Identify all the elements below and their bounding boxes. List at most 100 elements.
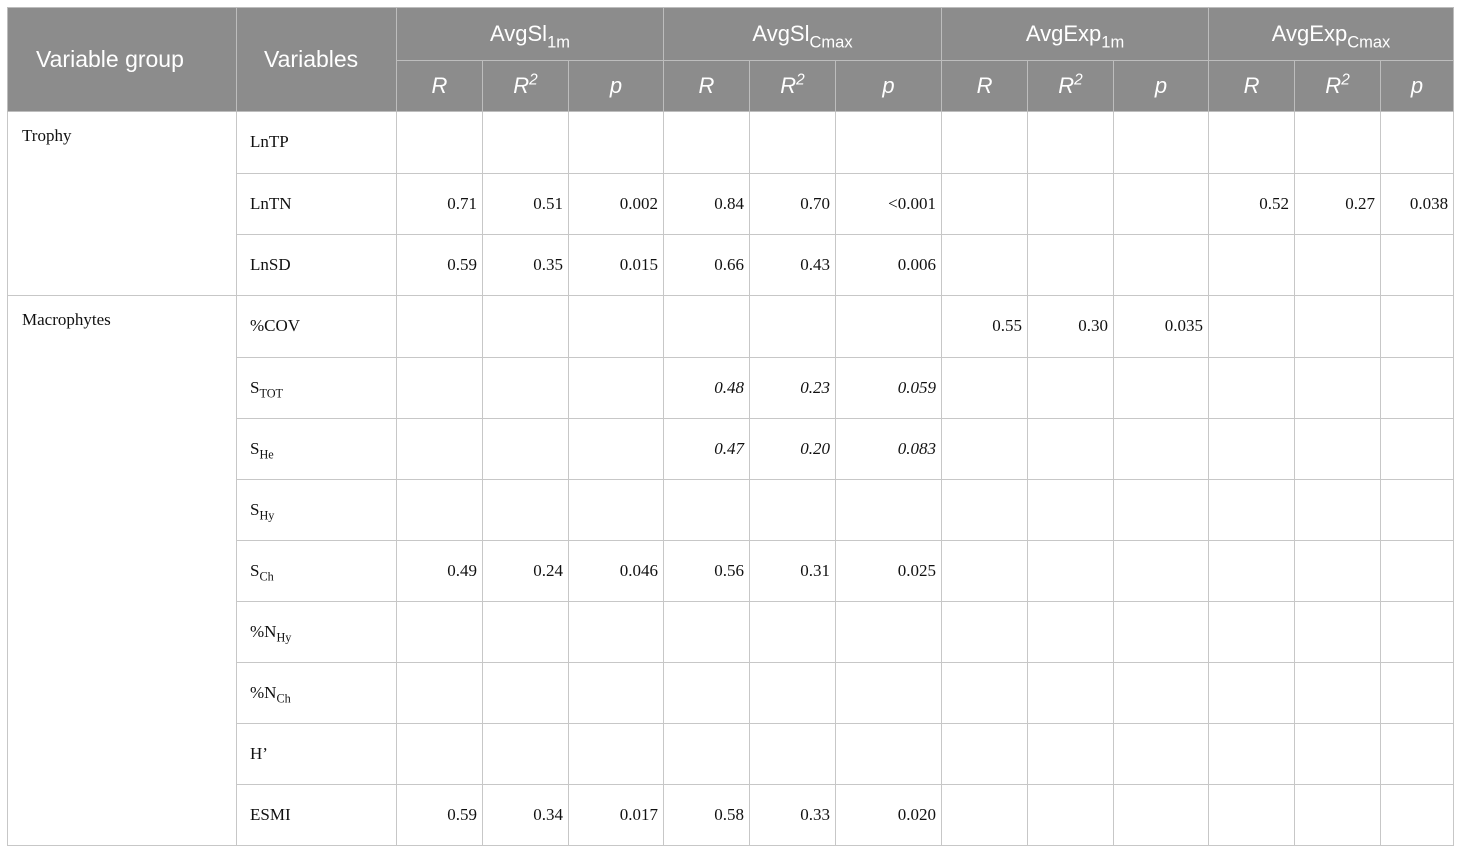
- value-cell: [1380, 233, 1455, 296]
- value-cell: [1380, 722, 1455, 785]
- value-cell: [1208, 417, 1296, 480]
- value-cell: [396, 722, 483, 785]
- value-cell: 0.23: [749, 356, 836, 419]
- variable-group-cell: [7, 601, 237, 662]
- header-stat-p: p: [568, 60, 664, 112]
- header-avgexp-1m: AvgExp1m: [941, 7, 1210, 61]
- value-cell: [941, 356, 1029, 419]
- value-cell: 0.059: [834, 356, 943, 419]
- value-cell: 0.24: [482, 539, 569, 602]
- table-row: SCh 0.49 0.24 0.046 0.56 0.31 0.025: [7, 539, 1455, 602]
- header-row-groups: Variable group Variables AvgSl1m AvgSlCm…: [7, 7, 1455, 112]
- variable-subscript: Hy: [276, 629, 292, 644]
- value-cell: 0.35: [482, 233, 569, 296]
- variable-group-cell: [7, 234, 237, 296]
- header-stat-p: p: [1113, 60, 1210, 112]
- table-container: Variable group Variables AvgSl1m AvgSlCm…: [7, 7, 1455, 846]
- value-cell: 0.34: [482, 783, 569, 846]
- header-stat-p: p: [834, 60, 943, 112]
- value-cell: [1027, 661, 1115, 724]
- value-cell: [568, 417, 664, 480]
- value-cell: [1208, 600, 1296, 663]
- variable-name: S: [250, 560, 260, 580]
- variable-subscript: Ch: [276, 690, 291, 705]
- value-cell: [941, 172, 1029, 235]
- table-row: Trophy LnTP: [7, 111, 1455, 174]
- value-cell: [1294, 661, 1382, 724]
- value-cell: [749, 295, 836, 358]
- value-cell: [1294, 539, 1382, 602]
- variable-name: S: [250, 438, 260, 458]
- correlation-table: Variable group Variables AvgSl1m AvgSlCm…: [7, 7, 1455, 846]
- value-cell: [1208, 111, 1296, 174]
- value-cell: [568, 661, 664, 724]
- value-cell: [1113, 111, 1210, 174]
- value-cell: [941, 233, 1029, 296]
- value-cell: [1027, 233, 1115, 296]
- value-cell: [1027, 539, 1115, 602]
- value-cell: [1380, 417, 1455, 480]
- value-cell: [1113, 233, 1210, 296]
- table-header: Variable group Variables AvgSl1m AvgSlCm…: [7, 7, 1455, 112]
- value-cell: [1027, 356, 1115, 419]
- value-cell: [1294, 295, 1382, 358]
- value-cell: [1380, 539, 1455, 602]
- value-cell: 0.70: [749, 172, 836, 235]
- value-cell: [941, 722, 1029, 785]
- table-row: SHe 0.47 0.20 0.083: [7, 417, 1455, 480]
- value-cell: 0.27: [1294, 172, 1382, 235]
- variable-name: H’: [250, 743, 268, 763]
- value-cell: [1208, 295, 1296, 358]
- variable-name: S: [250, 499, 260, 519]
- value-cell: [834, 478, 943, 541]
- value-cell: [1380, 111, 1455, 174]
- table-row: SHy: [7, 478, 1455, 541]
- value-cell: [482, 661, 569, 724]
- value-cell: [1294, 722, 1382, 785]
- value-cell: [1027, 722, 1115, 785]
- value-cell: [663, 661, 750, 724]
- variable-group-cell: [7, 723, 237, 784]
- table-row: %NCh: [7, 661, 1455, 724]
- variable-group-cell: [7, 784, 237, 846]
- value-cell: [1113, 722, 1210, 785]
- value-cell: [1208, 722, 1296, 785]
- variable-name: ESMI: [250, 804, 291, 824]
- value-cell: [1113, 661, 1210, 724]
- value-cell: 0.038: [1380, 172, 1455, 235]
- value-cell: 0.30: [1027, 295, 1115, 358]
- value-cell: [941, 478, 1029, 541]
- value-cell: [941, 111, 1029, 174]
- value-cell: 0.083: [834, 417, 943, 480]
- header-avgsl-cmax: AvgSlCmax: [662, 7, 943, 61]
- variable-name: LnTN: [250, 193, 292, 213]
- variable-name-cell: SCh: [236, 539, 397, 602]
- table-row: LnSD 0.59 0.35 0.015 0.66 0.43 0.006: [7, 233, 1455, 296]
- header-avgsl-1m: AvgSl1m: [396, 7, 664, 61]
- value-cell: 0.31: [749, 539, 836, 602]
- variable-name: LnSD: [250, 254, 291, 274]
- value-cell: [749, 722, 836, 785]
- table-row: H’: [7, 722, 1455, 785]
- value-cell: 0.55: [941, 295, 1029, 358]
- variable-group-cell: Trophy: [7, 111, 237, 173]
- value-cell: [1027, 783, 1115, 846]
- header-stat-r2: R2: [482, 60, 569, 112]
- value-cell: [568, 111, 664, 174]
- variable-name-cell: H’: [236, 722, 397, 785]
- value-cell: 0.015: [568, 233, 664, 296]
- variable-name-cell: LnSD: [236, 233, 397, 296]
- value-cell: [1294, 356, 1382, 419]
- table-row: %NHy: [7, 600, 1455, 663]
- value-cell: 0.59: [396, 233, 483, 296]
- value-cell: [1294, 417, 1382, 480]
- header-stat-r2: R2: [1294, 60, 1382, 112]
- table-row: ESMI 0.59 0.34 0.017 0.58 0.33 0.020: [7, 783, 1455, 846]
- value-cell: [1208, 661, 1296, 724]
- value-cell: [1380, 600, 1455, 663]
- value-cell: [1208, 356, 1296, 419]
- value-cell: [941, 539, 1029, 602]
- variable-group-cell: [7, 479, 237, 540]
- value-cell: [663, 295, 750, 358]
- value-cell: [568, 722, 664, 785]
